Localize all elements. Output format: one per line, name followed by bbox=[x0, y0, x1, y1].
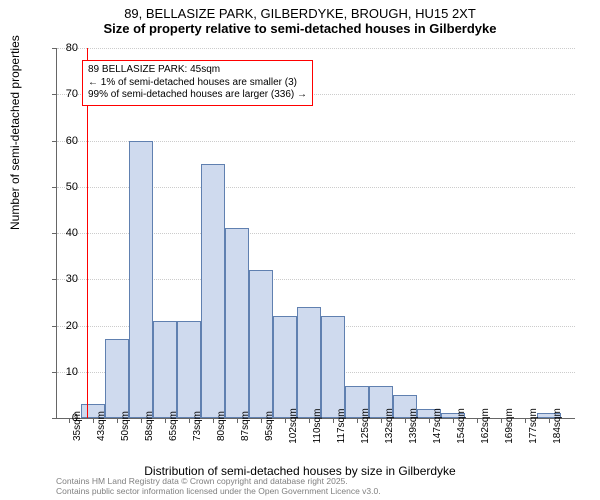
xtick-mark bbox=[261, 418, 262, 423]
title-sub: Size of property relative to semi-detach… bbox=[0, 21, 600, 36]
histogram-bar bbox=[153, 321, 177, 418]
histogram-bar bbox=[177, 321, 201, 418]
xtick-mark bbox=[237, 418, 238, 423]
footer-attribution: Contains HM Land Registry data © Crown c… bbox=[56, 477, 381, 497]
xtick-mark bbox=[309, 418, 310, 423]
xtick-label: 50sqm bbox=[120, 411, 131, 441]
callout-line1: 89 BELLASIZE PARK: 45sqm bbox=[88, 64, 307, 77]
chart-container: 89, BELLASIZE PARK, GILBERDYKE, BROUGH, … bbox=[0, 0, 600, 500]
xtick-label: 162sqm bbox=[480, 408, 491, 444]
xtick-mark bbox=[501, 418, 502, 423]
xtick-mark bbox=[93, 418, 94, 423]
xtick-mark bbox=[381, 418, 382, 423]
histogram-bar bbox=[321, 316, 345, 418]
ytick-label: 50 bbox=[50, 181, 78, 193]
xtick-label: 184sqm bbox=[552, 408, 563, 444]
y-axis-label: Number of semi-detached properties bbox=[8, 35, 22, 230]
ytick-label: 40 bbox=[50, 227, 78, 239]
xtick-label: 125sqm bbox=[360, 408, 371, 444]
xtick-mark bbox=[141, 418, 142, 423]
ytick-label: 20 bbox=[50, 320, 78, 332]
title-main: 89, BELLASIZE PARK, GILBERDYKE, BROUGH, … bbox=[0, 0, 600, 21]
ytick-label: 30 bbox=[50, 273, 78, 285]
xtick-mark bbox=[549, 418, 550, 423]
histogram-bar bbox=[225, 228, 249, 418]
ytick-label: 70 bbox=[50, 88, 78, 100]
xtick-label: 139sqm bbox=[408, 408, 419, 444]
callout-line2: ← 1% of semi-detached houses are smaller… bbox=[88, 77, 307, 90]
xtick-label: 177sqm bbox=[528, 408, 539, 444]
callout-line3: 99% of semi-detached houses are larger (… bbox=[88, 89, 307, 102]
xtick-label: 110sqm bbox=[312, 409, 323, 444]
xtick-mark bbox=[117, 418, 118, 423]
xtick-label: 102sqm bbox=[288, 408, 299, 444]
xtick-mark bbox=[525, 418, 526, 423]
histogram-bar bbox=[129, 141, 153, 419]
xtick-mark bbox=[357, 418, 358, 423]
histogram-bar bbox=[201, 164, 225, 418]
xtick-mark bbox=[333, 418, 334, 423]
histogram-bar bbox=[297, 307, 321, 418]
xtick-label: 117sqm bbox=[336, 409, 347, 444]
xtick-mark bbox=[189, 418, 190, 423]
xtick-label: 43sqm bbox=[96, 411, 107, 441]
xtick-label: 132sqm bbox=[384, 408, 395, 444]
plot-area: 89 BELLASIZE PARK: 45sqm← 1% of semi-det… bbox=[56, 48, 575, 419]
xtick-mark bbox=[429, 418, 430, 423]
xtick-label: 169sqm bbox=[504, 408, 515, 444]
callout-box: 89 BELLASIZE PARK: 45sqm← 1% of semi-det… bbox=[82, 60, 313, 106]
xtick-label: 95sqm bbox=[264, 411, 275, 441]
histogram-bar bbox=[105, 339, 129, 418]
xtick-label: 87sqm bbox=[240, 411, 251, 441]
xtick-mark bbox=[405, 418, 406, 423]
xtick-mark bbox=[285, 418, 286, 423]
histogram-bar bbox=[273, 316, 297, 418]
xtick-mark bbox=[477, 418, 478, 423]
xtick-mark bbox=[213, 418, 214, 423]
xtick-label: 65sqm bbox=[168, 411, 179, 441]
xtick-label: 147sqm bbox=[432, 408, 443, 444]
gridline-h bbox=[57, 48, 575, 49]
ytick-label: 60 bbox=[50, 135, 78, 147]
xtick-label: 35sqm bbox=[72, 411, 83, 441]
xtick-mark bbox=[165, 418, 166, 423]
xtick-label: 80sqm bbox=[216, 411, 227, 441]
xtick-mark bbox=[453, 418, 454, 423]
ytick-label: 80 bbox=[50, 42, 78, 54]
xtick-label: 154sqm bbox=[456, 408, 467, 444]
histogram-bar bbox=[249, 270, 273, 418]
xtick-label: 58sqm bbox=[144, 411, 155, 441]
xtick-label: 73sqm bbox=[192, 411, 203, 441]
footer-line2: Contains public sector information licen… bbox=[56, 487, 381, 497]
ytick-label: 10 bbox=[50, 366, 78, 378]
